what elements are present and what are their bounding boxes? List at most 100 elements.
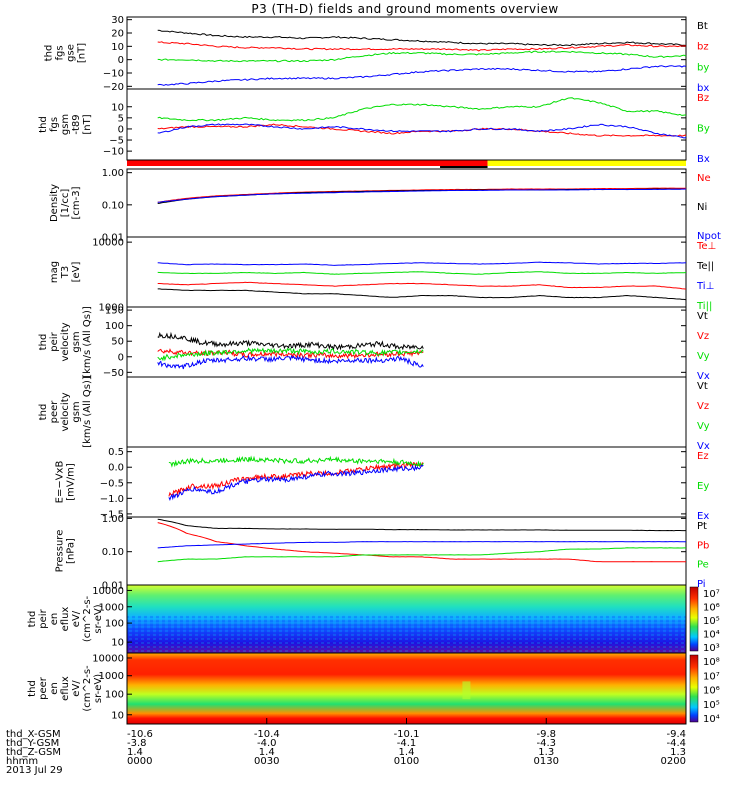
ephemeris-value: 1.4: [127, 747, 143, 758]
y-tick-label: −0.5: [100, 478, 124, 489]
y-tick-label: −10: [103, 69, 124, 80]
panel-10-ylabel: (cm^2-s-: [82, 665, 93, 712]
y-tick-label: 1000: [99, 602, 124, 613]
colorbar-tick: 10⁷: [703, 589, 720, 600]
panel-1-ylabel: thd: [44, 45, 55, 62]
panel-frame: [126, 376, 687, 448]
panel-10-ylabel: eflux: [60, 676, 71, 701]
series-By-line: [157, 97, 687, 122]
spectrogram-noise: [127, 615, 686, 653]
panel-4-ylabel: mag: [49, 261, 60, 283]
panel-2-ylabel: thd: [38, 116, 49, 133]
panel-7-ylabel: [mV/m]: [66, 463, 77, 501]
panel-2-ylabel: -t89: [71, 114, 82, 134]
y-tick-label: 0: [118, 55, 124, 66]
series-bx-line: [157, 65, 687, 86]
colorbar-tick: 10³: [703, 643, 720, 654]
colorbar: [689, 654, 699, 723]
series-Bt-line: [157, 29, 687, 47]
y-tick-label: −10: [103, 147, 124, 158]
legend-Ti⊥: Ti⊥: [696, 281, 714, 292]
ephemeris-value: -10.4: [254, 729, 280, 740]
panel-4-ylabel: T3: [60, 266, 71, 279]
y-tick-label: 100: [105, 690, 124, 701]
panel-5-ylabel: [km/s (All Qs)]: [82, 306, 93, 378]
panel-6-ylabel: thd: [38, 404, 49, 421]
mode-bar-fast: [127, 160, 488, 166]
ephemeris-value: 1.4: [399, 747, 415, 758]
y-tick-label: 1.00: [102, 514, 124, 525]
panel-6-ylabel: velocity: [60, 392, 71, 431]
colorbar-tick: 10⁶: [703, 686, 720, 697]
colorbar-tick: 10⁵: [703, 616, 720, 627]
spectrogram-feature: [462, 681, 471, 700]
y-tick-label: 1000: [99, 303, 124, 314]
series-Ne-line: [157, 187, 686, 203]
panel-2-ylabel: gsm: [60, 114, 71, 135]
panel-5-ylabel: thd: [38, 334, 49, 351]
legend-Ni: Ni: [697, 202, 707, 213]
legend-Vt: Vt: [697, 311, 708, 322]
chart-title: P3 (TH-D) fields and ground moments over…: [251, 2, 559, 16]
colorbar-tick: 10⁶: [703, 603, 720, 614]
panel-5-ylabel: velocity: [60, 322, 71, 361]
ephemeris-value: 0200: [661, 756, 686, 767]
series-Te||-line: [157, 288, 687, 301]
panel-8-ylabel: [nPa]: [66, 538, 77, 564]
ephemeris-row-label: hhmm: [6, 756, 38, 767]
legend-Ex: Ex: [697, 511, 709, 522]
series-Ti⊥-line: [157, 261, 687, 266]
legend-by: by: [697, 62, 709, 73]
colorbar: [689, 586, 699, 652]
panel-6-ylabel: gsm: [71, 401, 82, 422]
panel-3: Density [1/cc] [cm-3] 1.00 0.10 0.01 Ne Ni Npot: [49, 168, 721, 243]
panel-8: Pressure [nPa] 1.00 0.10 0.01 Pt Pb Pe Pi: [55, 514, 710, 592]
ephemeris-value: 0130: [534, 756, 559, 767]
panel-3-ylabel: Density: [49, 184, 60, 222]
legend-Vt: Vt: [697, 381, 708, 392]
legend-Te⊥: Te⊥: [696, 241, 716, 252]
colorbar-tick: 10⁷: [703, 671, 720, 682]
legend-Vy: Vy: [697, 351, 710, 362]
panel-8-ylabel: Pressure: [55, 530, 66, 573]
panel-10: thd peer en eflux eV/(cm^2-s-sr-eV) 10000 1000…: [27, 652, 720, 725]
y-tick-label: 1000: [99, 671, 124, 682]
series-Ex-line: [168, 464, 424, 501]
y-tick-label: 10: [111, 102, 124, 113]
y-tick-label: 10000: [92, 653, 124, 664]
legend-Pb: Pb: [697, 540, 709, 551]
y-tick-label: −20: [103, 82, 124, 93]
ephemeris-value: -9.8: [536, 729, 556, 740]
colorbar-tick: 10⁵: [703, 700, 720, 711]
ephemeris-value: -4.3: [536, 738, 556, 749]
date-label: 2013 Jul 29: [6, 765, 63, 776]
y-tick-label: 150: [105, 306, 124, 317]
series-Ey-line: [168, 455, 424, 468]
y-tick-label: 0.0: [108, 463, 124, 474]
legend-Bz: Bz: [697, 93, 709, 104]
panel-10-ylabel: eV/: [71, 680, 82, 697]
legend-Npot: Npot: [697, 231, 721, 242]
y-tick-label: 1.00: [102, 168, 124, 179]
ephemeris-value: 0100: [394, 756, 419, 767]
panel-10-ylabel: thd: [27, 680, 38, 697]
panel-3-ylabel: [1/cc]: [60, 189, 71, 218]
ephemeris-row-label: thd_Y-GSM: [6, 738, 59, 749]
colorbar-tick: 10⁸: [703, 657, 720, 668]
y-tick-label: 10: [111, 42, 124, 53]
ephemeris-value: 0030: [254, 756, 279, 767]
y-tick-label: 10: [111, 638, 124, 649]
legend-Vx: Vx: [697, 441, 710, 452]
series-Ti||-line: [157, 271, 687, 275]
panel-10-ylabel: en: [49, 682, 60, 695]
series-Pi-line: [157, 541, 686, 549]
y-tick-label: 0.5: [108, 447, 124, 458]
panel-9-ylabel: thd: [27, 611, 38, 628]
panel-6-ylabel: peer: [49, 400, 60, 424]
legend-By: By: [697, 124, 710, 135]
panel-6-ylabel: [km/s (All Qs)]: [82, 376, 93, 448]
ephemeris-value: -4.0: [257, 738, 277, 749]
ephemeris-value: 1.3: [538, 747, 554, 758]
panel-frame: [126, 446, 687, 518]
y-tick-label: 5: [118, 113, 124, 124]
